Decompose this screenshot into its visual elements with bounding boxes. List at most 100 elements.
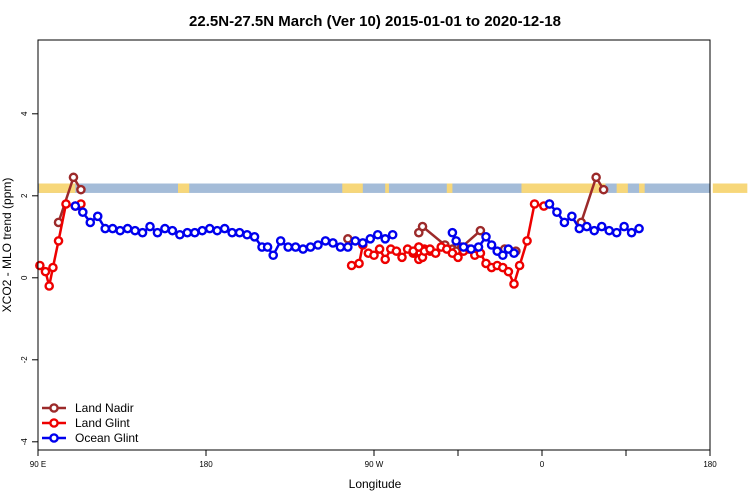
point-ocean-glint <box>122 223 133 234</box>
point-land-glint <box>430 248 441 258</box>
y-tick-label: 4 <box>20 111 29 116</box>
ocean-band <box>38 183 710 193</box>
point-land-glint <box>503 266 514 277</box>
legend-marker-land-glint <box>49 418 59 428</box>
point-ocean-glint <box>451 236 461 246</box>
point-ocean-glint <box>372 229 383 240</box>
land-segment <box>639 183 645 193</box>
y-tick-label: 0 <box>20 275 29 280</box>
point-ocean-glint <box>567 211 577 222</box>
point-land-glint <box>61 199 71 209</box>
legend-label-ocean-glint: Ocean Glint <box>75 431 139 445</box>
point-ocean-glint <box>167 225 178 236</box>
point-land-glint <box>522 236 532 246</box>
point-ocean-glint <box>634 223 644 234</box>
point-land-glint <box>453 252 463 263</box>
point-ocean-glint <box>262 242 273 252</box>
legend-label-land-nadir: Land Nadir <box>75 401 134 415</box>
point-ocean-glint <box>611 227 622 238</box>
point-ocean-glint <box>227 227 237 238</box>
point-land-nadir <box>68 172 79 183</box>
point-ocean-glint <box>447 227 458 238</box>
point-land-glint <box>53 236 64 246</box>
point-land-glint <box>391 246 402 256</box>
point-ocean-glint <box>559 217 570 228</box>
x-tick-label: 0 <box>540 460 545 469</box>
point-land-nadir <box>598 184 609 195</box>
point-ocean-glint <box>197 225 208 236</box>
point-ocean-glint <box>189 227 200 238</box>
point-ocean-glint <box>219 223 230 234</box>
point-ocean-glint <box>268 250 279 261</box>
point-ocean-glint <box>275 236 286 246</box>
point-ocean-glint <box>115 225 125 236</box>
y-axis: -4 -2 0 2 4 <box>20 111 38 445</box>
point-ocean-glint <box>320 236 331 246</box>
point-ocean-glint <box>212 225 222 236</box>
point-land-glint <box>374 244 385 254</box>
point-land-glint <box>40 266 51 277</box>
point-ocean-glint <box>107 223 118 234</box>
point-ocean-glint <box>70 201 81 211</box>
point-land-nadir <box>343 234 353 244</box>
point-ocean-glint <box>137 227 148 238</box>
point-ocean-glint <box>234 227 245 238</box>
point-ocean-glint <box>100 223 110 234</box>
point-ocean-glint <box>350 236 361 246</box>
point-land-glint <box>48 262 58 273</box>
point-ocean-glint <box>380 234 391 244</box>
x-axis: 90 E 180 90 W 0 180 <box>30 450 717 469</box>
land-segment <box>342 183 363 193</box>
point-ocean-glint <box>328 238 338 248</box>
point-ocean-glint <box>574 223 585 234</box>
series-ocean-glint <box>70 199 644 261</box>
point-land-glint <box>380 254 391 265</box>
point-land-nadir <box>475 225 486 236</box>
legend-marker-ocean-glint <box>49 433 59 443</box>
y-tick-label: -2 <box>20 356 29 364</box>
y-axis-label: XCO2 - MLO trend (ppm) <box>0 178 14 313</box>
point-ocean-glint <box>486 240 497 250</box>
y-tick-label: -4 <box>20 438 29 446</box>
point-ocean-glint <box>343 242 353 252</box>
point-land-nadir <box>591 172 601 183</box>
point-ocean-glint <box>298 244 308 254</box>
point-ocean-glint <box>204 223 215 234</box>
point-land-glint <box>369 250 379 261</box>
point-ocean-glint <box>160 223 170 234</box>
point-ocean-glint <box>619 221 629 232</box>
point-ocean-glint <box>387 229 398 240</box>
point-ocean-glint <box>604 225 615 236</box>
point-ocean-glint <box>130 225 140 236</box>
chart-title: 22.5N-27.5N March (Ver 10) 2015-01-01 to… <box>189 13 561 30</box>
point-ocean-glint <box>290 242 301 252</box>
point-ocean-glint <box>305 242 316 252</box>
land-segment <box>385 183 389 193</box>
land-segment <box>178 183 190 193</box>
x-tick-label: 180 <box>199 460 213 469</box>
point-ocean-glint <box>626 227 637 238</box>
point-land-glint <box>346 260 357 271</box>
point-ocean-glint <box>85 217 96 228</box>
point-ocean-glint <box>152 227 163 238</box>
land-segment <box>38 183 76 193</box>
point-ocean-glint <box>481 231 491 242</box>
point-land-glint <box>529 199 540 209</box>
point-land-glint <box>514 260 525 271</box>
series-land-glint <box>35 199 555 291</box>
point-ocean-glint <box>175 229 185 240</box>
point-land-nadir <box>417 221 428 232</box>
point-ocean-glint <box>552 207 562 217</box>
point-ocean-glint <box>242 229 252 240</box>
point-ocean-glint <box>283 242 293 252</box>
series-layer <box>35 172 644 291</box>
point-land-nadir <box>76 184 86 195</box>
point-ocean-glint <box>473 242 484 252</box>
point-ocean-glint <box>145 221 155 232</box>
point-ocean-glint <box>589 225 600 236</box>
land-mask-band <box>38 183 748 193</box>
point-land-glint <box>44 281 55 291</box>
point-ocean-glint <box>458 242 469 252</box>
